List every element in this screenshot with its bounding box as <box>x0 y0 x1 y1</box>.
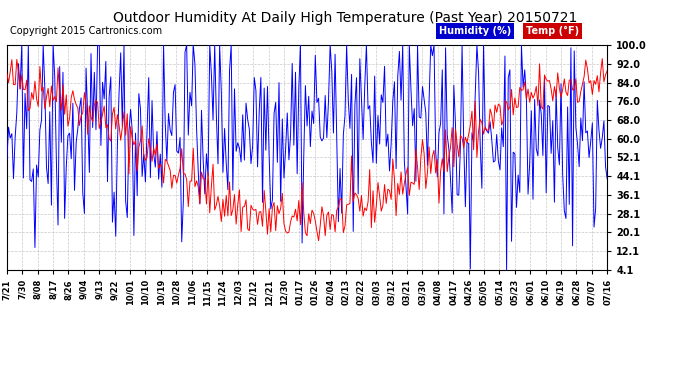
Text: Copyright 2015 Cartronics.com: Copyright 2015 Cartronics.com <box>10 26 162 36</box>
Text: Outdoor Humidity At Daily High Temperature (Past Year) 20150721: Outdoor Humidity At Daily High Temperatu… <box>112 11 578 25</box>
Text: Temp (°F): Temp (°F) <box>526 26 580 36</box>
Text: Humidity (%): Humidity (%) <box>439 26 511 36</box>
